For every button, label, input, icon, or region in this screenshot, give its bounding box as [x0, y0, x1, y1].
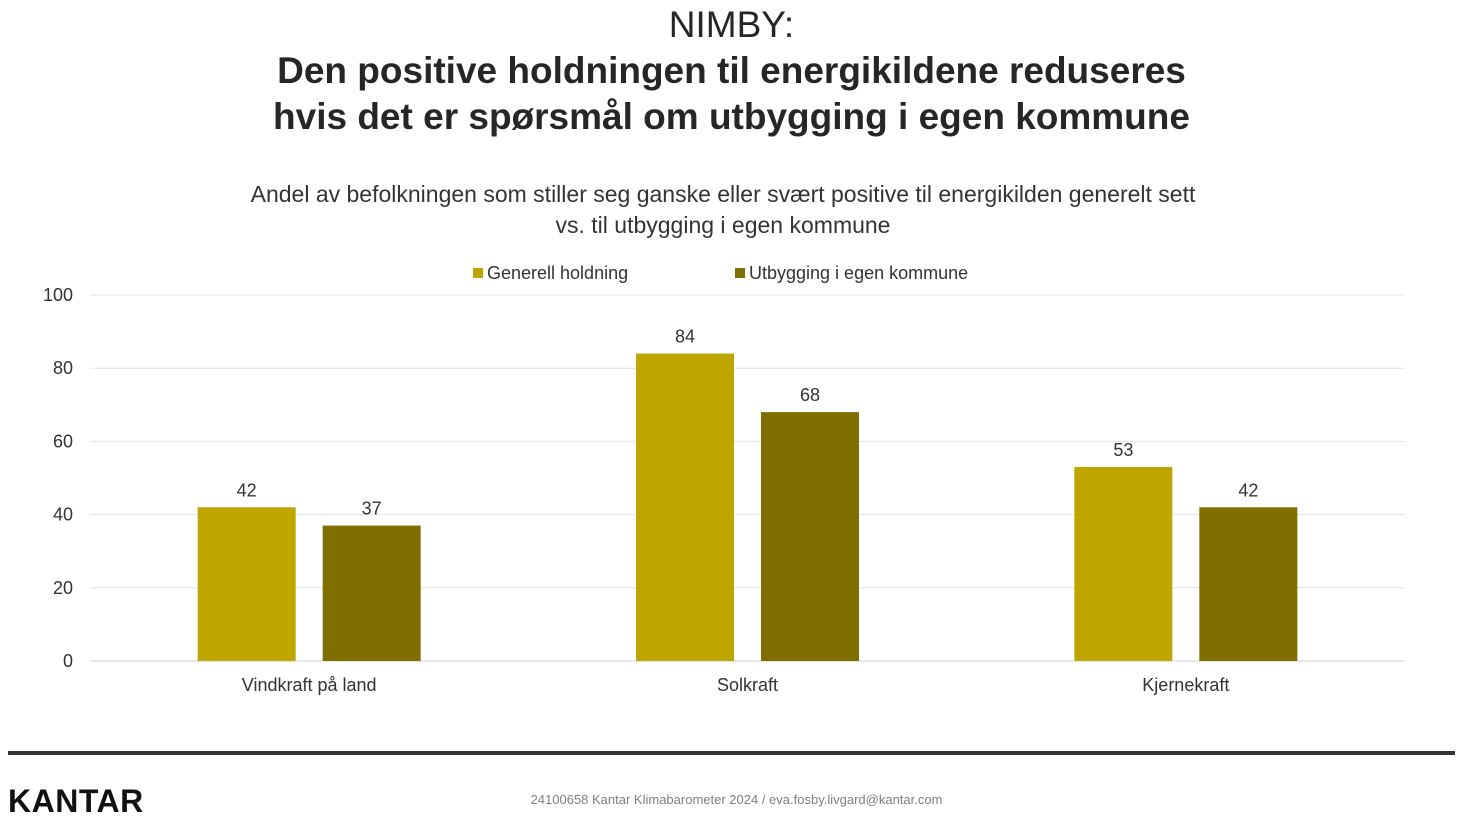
bar: [761, 412, 859, 661]
x-tick-label: Solkraft: [717, 675, 778, 695]
bar: [636, 353, 734, 661]
legend-label: Utbygging i egen kommune: [749, 263, 968, 283]
y-tick-label: 100: [43, 285, 73, 305]
footer-text: 24100658 Kantar Klimabarometer 2024 / ev…: [530, 792, 943, 807]
data-label: 42: [1238, 480, 1258, 500]
y-tick-label: 40: [53, 505, 73, 525]
legend-swatch: [735, 268, 745, 278]
y-tick-label: 80: [53, 358, 73, 378]
data-label: 68: [800, 385, 820, 405]
page-title-line-3: hvis det er spørsmål om utbygging i egen…: [273, 96, 1190, 137]
footer-divider: [8, 751, 1455, 755]
data-label: 84: [675, 327, 695, 347]
chart-subtitle-line-1: Andel av befolkningen som stiller seg ga…: [250, 181, 1196, 207]
page-title-line-1: NIMBY:: [668, 4, 795, 45]
x-tick-label: Vindkraft på land: [242, 675, 377, 695]
data-label: 53: [1113, 440, 1133, 460]
legend-label: Generell holdning: [487, 263, 628, 283]
page-title-line-2: Den positive holdningen til energikilden…: [277, 50, 1186, 91]
y-tick-label: 20: [53, 578, 73, 598]
legend-swatch: [473, 268, 483, 278]
data-label: 42: [237, 480, 257, 500]
data-label: 37: [362, 499, 382, 519]
x-tick-label: Kjernekraft: [1142, 675, 1229, 695]
bar-chart: 0 20 40 60 80 100 Generell holdning Utbygging i…: [43, 263, 1405, 695]
bar: [322, 525, 421, 661]
bar: [197, 507, 296, 661]
y-tick-label: 60: [53, 431, 73, 451]
bar: [1199, 507, 1298, 661]
kantar-logo: KANTAR: [8, 783, 144, 819]
y-tick-label: 0: [63, 651, 73, 671]
chart-subtitle-line-2: vs. til utbygging i egen kommune: [555, 212, 891, 238]
bar: [1074, 467, 1173, 661]
